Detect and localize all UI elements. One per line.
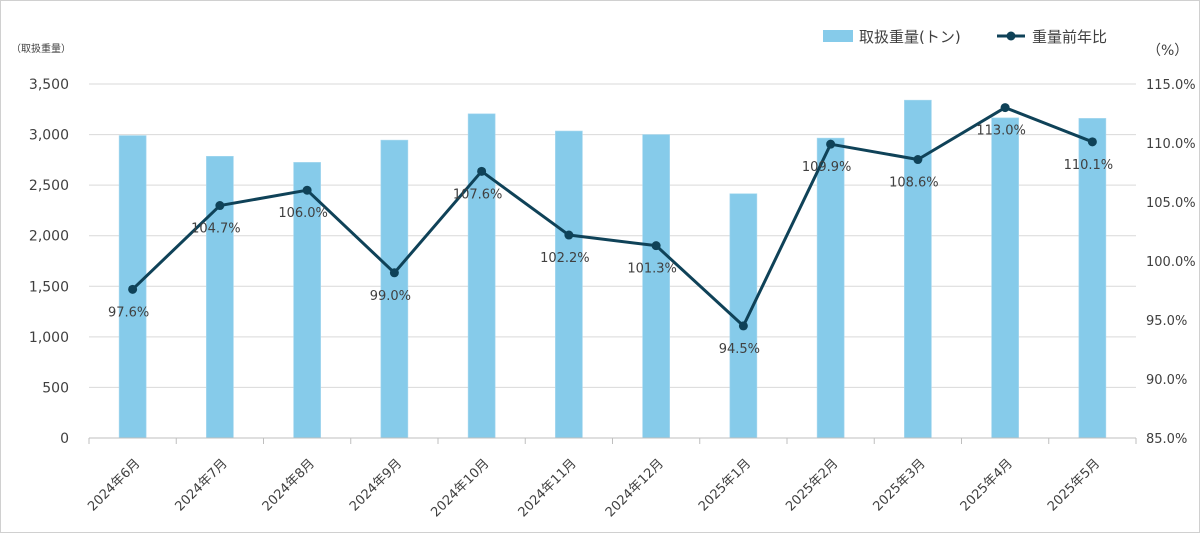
y-right-axis-title: （%） bbox=[1147, 43, 1188, 59]
line-data-label: 104.7% bbox=[191, 222, 241, 237]
data-labels: 97.6% 104.7% 106.0% 99.0% 107.6% 102.2% 101.3%… bbox=[108, 124, 1113, 357]
line-point bbox=[128, 284, 138, 294]
x-tick-label: 2024年11月 bbox=[516, 456, 580, 520]
line-point bbox=[651, 241, 661, 251]
line-point bbox=[826, 139, 836, 149]
line-data-label: 113.0% bbox=[976, 124, 1026, 139]
y-right-tick-label: 85.0% bbox=[1146, 432, 1187, 447]
legend-label-bar: 取扱重量(トン) bbox=[859, 28, 961, 46]
legend-label-line: 重量前年比 bbox=[1032, 28, 1107, 46]
y-left-tick-label: 0 bbox=[60, 431, 69, 447]
line-data-label: 101.3% bbox=[627, 262, 677, 277]
bar bbox=[206, 156, 234, 439]
line-data-label: 110.1% bbox=[1064, 158, 1114, 173]
line-data-label: 102.2% bbox=[540, 251, 590, 266]
x-tick-label: 2025年1月 bbox=[696, 456, 754, 514]
x-tick-label: 2024年12月 bbox=[603, 456, 667, 520]
bar bbox=[904, 99, 932, 439]
line-data-label: 97.6% bbox=[108, 305, 149, 320]
x-tick-label: 2024年10月 bbox=[428, 456, 492, 520]
y-left-axis-title: （取扱重量） bbox=[11, 42, 71, 55]
y-left-tick-label: 3,000 bbox=[29, 128, 69, 144]
bar bbox=[555, 130, 583, 439]
y-left-tick-label: 2,000 bbox=[29, 229, 69, 245]
line-data-label: 107.6% bbox=[453, 187, 503, 202]
bar bbox=[467, 113, 496, 439]
legend-swatch-marker bbox=[1006, 31, 1016, 41]
grid-lines bbox=[89, 83, 1136, 388]
bar bbox=[1078, 118, 1107, 439]
y-left-tick-label: 1,000 bbox=[29, 330, 69, 346]
line-data-label: 106.0% bbox=[278, 206, 328, 221]
line-point bbox=[1000, 103, 1010, 113]
y-right-tick-label: 115.0% bbox=[1146, 78, 1196, 93]
y-right-tick-label: 95.0% bbox=[1146, 314, 1187, 329]
line-series bbox=[128, 103, 1097, 331]
x-tick-label: 2025年4月 bbox=[958, 456, 1016, 514]
x-tick-label: 2024年9月 bbox=[347, 456, 405, 514]
line-data-label: 109.9% bbox=[802, 160, 852, 175]
line-point bbox=[389, 268, 399, 278]
bar bbox=[816, 137, 845, 439]
x-tick-label: 2024年6月 bbox=[85, 456, 143, 514]
y-right-tick-label: 110.0% bbox=[1146, 137, 1196, 152]
line-point bbox=[738, 321, 748, 331]
legend: 取扱重量(トン) 重量前年比 bbox=[823, 28, 1107, 46]
line-point bbox=[302, 185, 312, 195]
x-tick-label: 2025年5月 bbox=[1045, 456, 1103, 514]
line-point bbox=[477, 166, 487, 176]
x-tick-label: 2024年8月 bbox=[260, 456, 318, 514]
y-right-tick-label: 100.0% bbox=[1146, 255, 1196, 270]
bar bbox=[380, 139, 409, 439]
line-data-label: 94.5% bbox=[719, 342, 760, 357]
x-tick-label: 2024年7月 bbox=[172, 456, 230, 514]
line-data-label: 108.6% bbox=[889, 176, 939, 191]
x-tick-label: 2025年2月 bbox=[783, 456, 841, 514]
line-point bbox=[913, 155, 923, 165]
bar bbox=[642, 134, 670, 439]
line-data-label: 99.0% bbox=[370, 289, 411, 304]
y-left-tick-label: 500 bbox=[42, 380, 69, 396]
y-right-tick-label: 90.0% bbox=[1146, 373, 1187, 388]
line-point bbox=[564, 230, 574, 240]
y-left-tick-label: 1,500 bbox=[29, 279, 69, 295]
line-point bbox=[215, 201, 225, 211]
y-left-tick-label: 2,500 bbox=[29, 178, 69, 194]
y-right-tick-label: 105.0% bbox=[1146, 196, 1196, 211]
x-tick-label: 2025年3月 bbox=[870, 456, 928, 514]
y-left-tick-label: 3,500 bbox=[29, 77, 69, 93]
legend-swatch-bar bbox=[823, 30, 853, 42]
bar bbox=[991, 117, 1019, 439]
line-path bbox=[131, 106, 1093, 328]
line-point bbox=[1087, 137, 1097, 147]
bar bbox=[293, 162, 321, 439]
